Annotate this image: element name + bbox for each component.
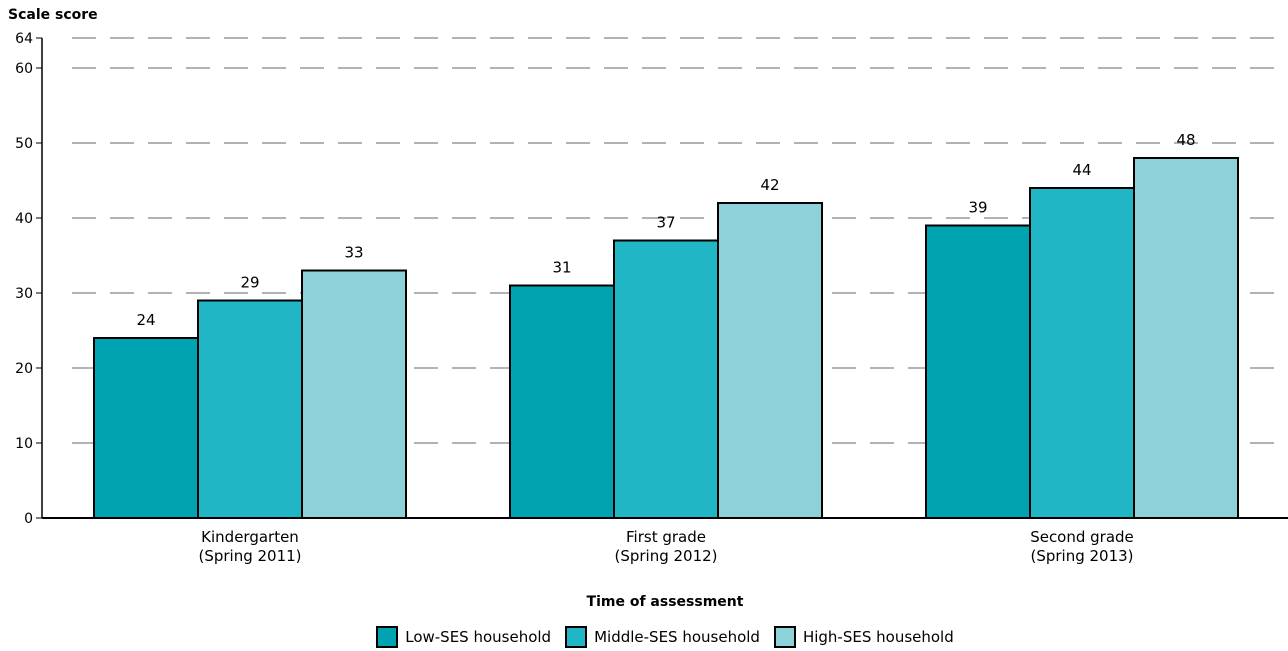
legend-swatch	[376, 626, 399, 648]
bar	[1133, 157, 1239, 519]
legend-label: Low-SES household	[405, 628, 552, 646]
legend-item: Low-SES household	[376, 626, 551, 648]
x-tick-label: (Spring 2012)	[614, 547, 717, 565]
y-tick-label: 64	[15, 31, 33, 47]
x-axis-title: Time of assessment	[586, 594, 744, 610]
legend-item: Middle-SES household	[565, 626, 760, 648]
bar	[301, 269, 407, 519]
bars	[93, 157, 1239, 519]
legend-swatch	[773, 626, 796, 648]
bar-value-label: 39	[968, 199, 987, 217]
y-tick-label: 60	[15, 61, 33, 77]
bar-value-label: 48	[1176, 131, 1195, 149]
bar	[509, 284, 615, 519]
x-tick-label: (Spring 2013)	[1030, 547, 1133, 565]
y-tick-label: 0	[24, 511, 33, 527]
bar-value-label: 33	[344, 244, 363, 262]
legend: Low-SES household Middle-SES household Hig…	[0, 626, 1288, 648]
y-tick-label: 40	[15, 211, 33, 227]
y-tick-label: 10	[15, 436, 33, 452]
bar-value-label: 44	[1072, 161, 1091, 179]
bar	[1029, 187, 1135, 519]
y-tick-label: 50	[15, 136, 33, 152]
x-tick-label: Kindergarten	[201, 528, 299, 546]
y-tick-label: 30	[15, 286, 33, 302]
bar-value-label: 37	[656, 214, 675, 232]
y-tick-label: 20	[15, 361, 33, 377]
bar	[925, 224, 1031, 519]
x-tick-label: (Spring 2011)	[198, 547, 301, 565]
x-axis-ticks: Kindergarten(Spring 2011)First grade(Spr…	[198, 528, 1133, 565]
y-axis-title: Scale score	[8, 7, 98, 23]
legend-label: High-SES household	[802, 628, 954, 646]
bar	[93, 337, 199, 519]
data-labels: 24 29 33 31 37 42 39 44 48	[136, 131, 1195, 329]
x-tick-label: Second grade	[1030, 528, 1134, 546]
bar-value-label: 29	[240, 274, 259, 292]
legend-swatch	[565, 626, 588, 648]
bar-value-label: 42	[760, 176, 779, 194]
bar-value-label: 31	[552, 259, 571, 277]
bar	[717, 202, 823, 519]
bar	[613, 239, 719, 519]
legend-label: Middle-SES household	[594, 628, 760, 646]
x-tick-label: First grade	[626, 528, 706, 546]
y-axis-ticks: 0 10 20 30 40 50 60 64	[15, 31, 42, 527]
legend-item: High-SES household	[773, 626, 954, 648]
bar	[197, 299, 303, 519]
bar-value-label: 24	[136, 311, 155, 329]
